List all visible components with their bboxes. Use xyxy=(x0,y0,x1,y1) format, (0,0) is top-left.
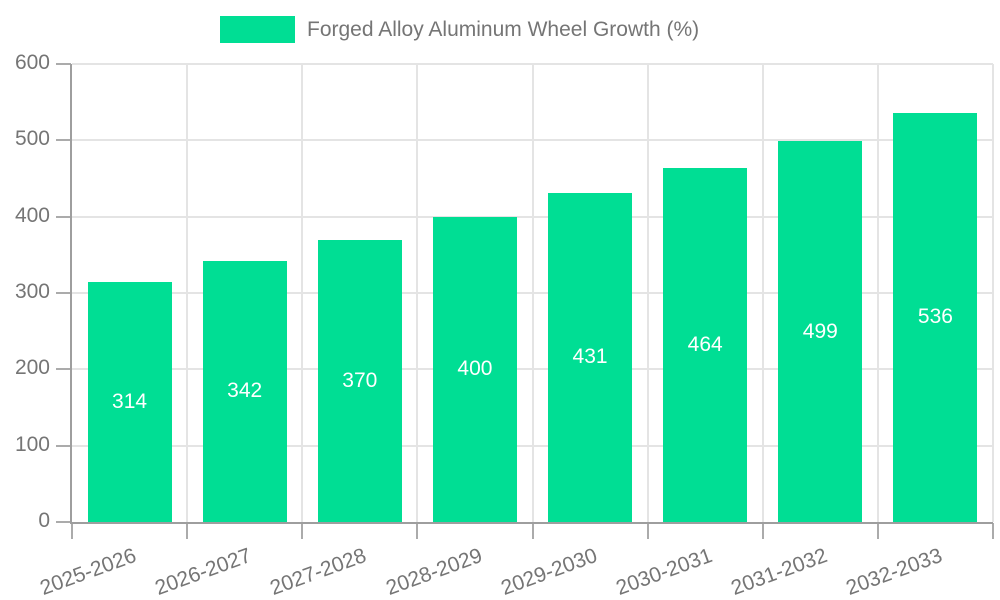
x-axis-label: 2031-2032 xyxy=(727,544,831,600)
bar: 342 xyxy=(202,260,287,522)
bar-value-label: 342 xyxy=(227,379,263,403)
x-axis-tick xyxy=(186,523,189,539)
x-axis-tick xyxy=(761,523,764,539)
bar-value-label: 431 xyxy=(572,345,608,369)
x-axis-label: 2028-2029 xyxy=(382,544,485,600)
x-axis-tick xyxy=(531,523,534,539)
v-gridline xyxy=(416,64,419,522)
y-axis-tick xyxy=(56,521,71,523)
y-axis-tick xyxy=(56,215,71,218)
bar: 464 xyxy=(663,167,748,522)
y-axis-label: 100 xyxy=(14,432,50,456)
y-axis-label: 400 xyxy=(14,203,50,227)
y-axis-label: 0 xyxy=(38,509,50,533)
y-axis-label: 600 xyxy=(14,51,50,75)
x-axis-label: 2025-2026 xyxy=(37,544,140,600)
bar: 499 xyxy=(778,141,863,522)
y-axis-tick xyxy=(56,368,71,371)
plot-area: 0 100 200 300 400 500 600 314 2025-2026 342 2026-2… xyxy=(15,51,994,600)
x-axis-label: 2032-2033 xyxy=(843,544,946,600)
bar: 370 xyxy=(317,239,402,522)
v-gridline xyxy=(301,64,304,522)
bar: 314 xyxy=(87,282,172,522)
x-axis-line xyxy=(70,522,993,524)
legend-label: Forged Alloy Aluminum Wheel Growth (%) xyxy=(307,17,700,41)
x-axis-label: 2030-2031 xyxy=(612,544,716,600)
y-axis-label: 500 xyxy=(14,127,50,151)
y-axis-tick xyxy=(56,63,71,65)
bar-value-label: 400 xyxy=(457,357,493,381)
bar-value-label: 314 xyxy=(112,390,148,414)
v-gridline xyxy=(646,64,649,522)
bar-value-label: 464 xyxy=(687,332,723,356)
x-axis-label: 2027-2028 xyxy=(267,544,370,600)
x-axis-tick xyxy=(71,523,73,539)
x-axis-tick xyxy=(646,523,649,539)
x-axis-tick xyxy=(876,523,879,539)
v-gridline xyxy=(992,64,994,522)
y-axis-tick xyxy=(56,444,71,447)
bar: 536 xyxy=(893,112,978,522)
v-gridline xyxy=(531,64,534,522)
x-axis-tick xyxy=(301,523,304,539)
legend-swatch xyxy=(220,16,295,43)
bar: 431 xyxy=(548,193,633,522)
bar-value-label: 536 xyxy=(917,305,953,329)
x-axis-tick xyxy=(416,523,419,539)
bar: 400 xyxy=(432,216,517,522)
y-axis-label: 200 xyxy=(14,356,50,380)
chart-legend: Forged Alloy Aluminum Wheel Growth (%) xyxy=(220,16,699,43)
x-axis-tick xyxy=(992,523,994,539)
y-axis-label: 300 xyxy=(14,280,50,304)
bar-value-label: 370 xyxy=(342,368,378,392)
v-gridline xyxy=(876,64,879,522)
y-axis-line xyxy=(70,64,72,524)
y-axis-tick xyxy=(56,139,71,142)
x-axis-label: 2026-2027 xyxy=(152,544,255,600)
y-axis-tick xyxy=(56,292,71,294)
x-axis-label: 2029-2030 xyxy=(497,544,600,600)
v-gridline xyxy=(186,64,189,522)
bar-value-label: 499 xyxy=(802,319,838,343)
v-gridline xyxy=(761,64,764,522)
